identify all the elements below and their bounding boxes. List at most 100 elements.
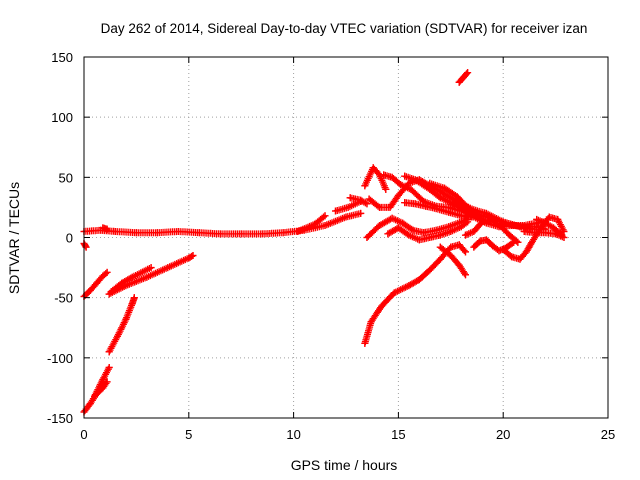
- data-point: [386, 203, 394, 211]
- y-tick-label: -100: [47, 351, 73, 366]
- data-point: [103, 268, 111, 276]
- data-point: [529, 237, 537, 245]
- series-s25: [470, 236, 518, 255]
- data-point: [132, 229, 140, 237]
- data-point: [447, 227, 455, 235]
- data-point: [457, 223, 465, 231]
- series-s13: [361, 241, 469, 347]
- data-point: [185, 254, 193, 262]
- data-point: [531, 229, 539, 237]
- axis-ticks: [83, 56, 609, 419]
- data-point: [111, 227, 119, 235]
- data-point: [426, 266, 434, 274]
- data-point: [376, 221, 384, 229]
- y-axis-label: SDTVAR / TECUs: [6, 182, 22, 294]
- data-point: [426, 234, 434, 241]
- data-point: [457, 212, 465, 220]
- data-point: [489, 242, 497, 250]
- data-point: [409, 226, 417, 234]
- data-point: [415, 276, 423, 284]
- data-point: [508, 221, 516, 229]
- data-point: [103, 378, 111, 386]
- series-s01: [80, 209, 365, 238]
- data-point: [470, 243, 478, 251]
- data-point: [420, 229, 428, 237]
- data-point: [216, 230, 224, 238]
- data-point: [405, 282, 413, 290]
- data-point: [105, 348, 113, 356]
- data-point: [195, 229, 203, 237]
- data-point: [388, 173, 396, 181]
- data-point: [237, 230, 245, 238]
- data-point: [363, 200, 371, 208]
- x-tick-label: 20: [496, 427, 510, 442]
- data-point: [357, 196, 365, 204]
- x-tick-label: 25: [601, 427, 615, 442]
- data-point: [516, 255, 524, 263]
- data-point: [376, 203, 384, 211]
- data-point: [99, 375, 107, 383]
- data-point: [258, 230, 266, 238]
- data-point: [93, 279, 101, 287]
- data-point: [461, 271, 469, 279]
- data-point: [545, 213, 553, 221]
- data-point: [99, 272, 107, 280]
- data-point: [541, 219, 549, 227]
- data-point: [380, 171, 388, 179]
- y-tick-label: 150: [51, 50, 73, 65]
- data-point: [363, 234, 371, 241]
- series-s08: [105, 294, 138, 356]
- data-point: [495, 223, 503, 231]
- data-point: [537, 224, 545, 232]
- data-point: [520, 221, 528, 229]
- series-s15: [361, 164, 390, 193]
- data-point: [405, 231, 413, 239]
- data-point: [357, 209, 365, 217]
- data-point: [447, 243, 455, 251]
- y-tick-label: -50: [54, 291, 73, 306]
- data-point: [436, 243, 444, 251]
- data-point: [99, 224, 107, 232]
- series-s30: [455, 69, 472, 86]
- data-point: [153, 229, 161, 237]
- data-point: [128, 300, 136, 308]
- data-point: [189, 252, 197, 260]
- data-point: [103, 225, 111, 233]
- data-point: [476, 237, 484, 245]
- data-point: [455, 241, 463, 249]
- data-point: [382, 185, 390, 193]
- data-point: [510, 238, 518, 246]
- data-point: [505, 231, 513, 239]
- data-point: [508, 253, 516, 261]
- data-point: [470, 213, 478, 221]
- data-point: [394, 224, 402, 232]
- data-point: [365, 195, 373, 203]
- y-tick-label: 50: [59, 170, 73, 185]
- data-point: [164, 264, 172, 272]
- data-point: [105, 363, 113, 371]
- data-point: [447, 252, 455, 260]
- data-point: [459, 73, 467, 81]
- y-tick-label: 100: [51, 110, 73, 125]
- data-point: [118, 279, 126, 287]
- series-s29: [520, 227, 568, 241]
- data-point: [422, 202, 430, 210]
- data-point: [367, 318, 375, 326]
- data-point: [426, 179, 434, 187]
- data-point: [321, 212, 329, 220]
- data-point: [346, 194, 354, 202]
- data-point: [432, 226, 440, 234]
- data-point: [499, 246, 507, 254]
- data-point: [560, 234, 568, 241]
- data-point: [147, 264, 155, 272]
- data-point: [361, 339, 369, 347]
- y-tick-label: -150: [47, 411, 73, 426]
- data-point: [279, 229, 287, 237]
- data-point: [461, 248, 469, 256]
- data-point: [390, 289, 398, 297]
- chart-title: Day 262 of 2014, Sidereal Day-to-day VTE…: [101, 21, 588, 36]
- data-point: [384, 230, 392, 238]
- y-tick-label: 0: [66, 231, 73, 246]
